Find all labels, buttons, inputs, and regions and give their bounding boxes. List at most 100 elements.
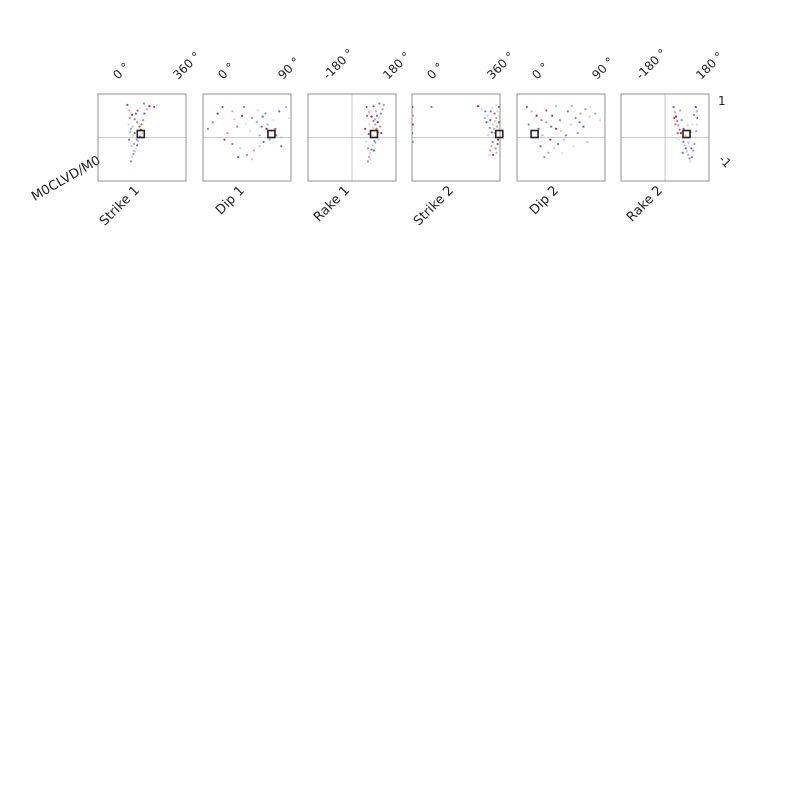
panel-2: 0 ° 90 ° Dip 1 xyxy=(202,54,303,218)
data-point xyxy=(696,116,699,120)
data-point xyxy=(248,129,252,133)
data-point xyxy=(265,127,268,130)
data-point xyxy=(132,152,135,156)
data-point xyxy=(368,155,371,159)
data-point xyxy=(594,112,597,115)
data-point xyxy=(280,136,283,139)
data-point xyxy=(129,160,133,163)
data-point xyxy=(244,122,248,125)
data-point xyxy=(140,132,144,135)
data-point xyxy=(130,145,133,148)
panel-title: Rake 2 xyxy=(624,183,666,225)
data-point xyxy=(136,121,139,124)
data-point xyxy=(562,138,566,141)
data-point xyxy=(287,116,291,120)
data-point xyxy=(578,121,581,124)
data-point xyxy=(576,132,579,135)
data-point xyxy=(678,128,681,131)
data-point xyxy=(256,109,259,112)
data-point xyxy=(139,106,142,110)
data-point xyxy=(689,160,692,163)
data-point xyxy=(556,142,560,146)
data-point xyxy=(148,105,151,108)
data-point xyxy=(226,132,229,135)
data-point xyxy=(676,119,679,123)
data-point xyxy=(231,142,234,146)
data-point xyxy=(272,119,275,122)
data-point xyxy=(685,150,689,153)
data-point xyxy=(134,147,137,150)
data-point xyxy=(153,105,156,109)
data-point xyxy=(553,147,556,150)
x-tick-label-min: 0 ° xyxy=(529,60,551,82)
data-point xyxy=(691,123,694,126)
data-point xyxy=(380,132,383,135)
data-point xyxy=(491,106,494,110)
data-point xyxy=(674,123,677,126)
data-point xyxy=(127,138,131,141)
data-point xyxy=(365,105,368,109)
data-point xyxy=(132,134,135,137)
data-point xyxy=(560,151,564,154)
data-point xyxy=(145,108,148,111)
data-point xyxy=(488,126,491,130)
panel-frame xyxy=(620,93,710,182)
data-point xyxy=(369,151,372,154)
data-point xyxy=(539,145,542,148)
data-point xyxy=(366,160,369,163)
data-point xyxy=(693,142,696,146)
data-point xyxy=(375,114,379,117)
data-point xyxy=(492,136,495,139)
best-fit-marker xyxy=(682,129,691,139)
data-point xyxy=(135,138,138,141)
panels-group: 0 ° 360 ° Strike 1 0 ° 90 ° Dip 1 -180 ° 180 ° R… xyxy=(97,46,726,229)
data-point xyxy=(570,105,573,108)
data-point xyxy=(368,158,372,161)
data-point xyxy=(372,119,375,123)
data-point xyxy=(495,116,498,120)
data-point xyxy=(527,123,530,126)
data-point xyxy=(382,103,385,106)
data-point xyxy=(535,114,538,117)
data-point xyxy=(236,125,239,128)
data-point xyxy=(566,110,569,113)
data-point xyxy=(370,115,373,118)
best-fit-marker xyxy=(369,129,379,139)
data-point xyxy=(493,112,496,115)
data-point xyxy=(233,118,236,121)
data-point xyxy=(555,127,558,130)
data-point xyxy=(142,119,145,122)
data-point xyxy=(694,136,697,139)
data-point xyxy=(495,151,498,154)
x-tick-label-max: 90 ° xyxy=(275,54,303,82)
y-tick-label-top: 1 xyxy=(718,94,726,108)
data-point xyxy=(131,125,134,128)
data-point xyxy=(266,123,269,126)
data-point xyxy=(672,105,675,109)
data-point xyxy=(132,149,135,152)
data-point xyxy=(559,129,563,133)
data-point xyxy=(497,105,500,109)
data-point xyxy=(239,147,242,150)
data-points xyxy=(672,105,699,163)
data-point xyxy=(372,105,375,108)
best-fit-marker xyxy=(494,129,504,139)
data-point xyxy=(371,126,375,130)
data-point xyxy=(368,123,371,126)
data-point xyxy=(264,112,267,115)
data-point xyxy=(412,114,415,117)
data-point xyxy=(489,149,492,152)
data-point xyxy=(480,108,483,111)
data-point xyxy=(487,134,490,137)
data-point xyxy=(555,105,558,108)
data-point xyxy=(569,123,572,126)
data-point xyxy=(589,105,592,109)
x-tick-label-max: 180 ° xyxy=(380,49,413,82)
x-tick-label-min: -180 ° xyxy=(320,46,356,82)
data-point xyxy=(375,127,378,130)
data-point xyxy=(486,114,489,117)
data-point xyxy=(377,116,380,120)
data-point xyxy=(551,114,554,117)
data-point xyxy=(494,119,497,123)
data-point xyxy=(252,149,255,152)
